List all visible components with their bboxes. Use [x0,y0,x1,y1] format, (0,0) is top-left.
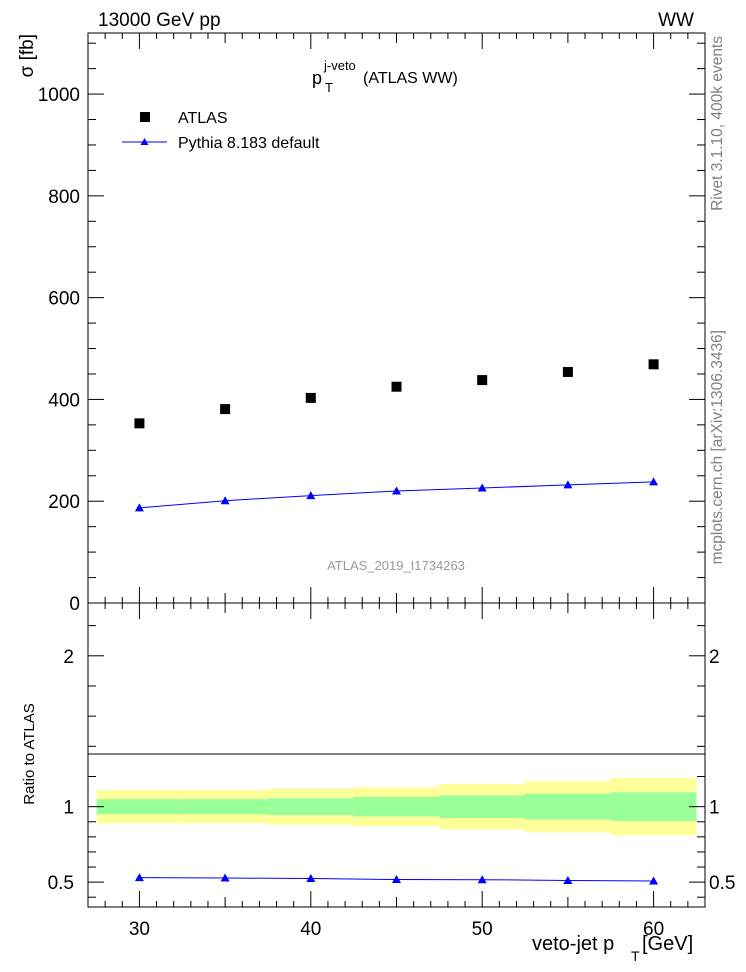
ratio-pythia-point [563,875,573,884]
rivet-version-label: Rivet 3.1.10, 400k events [709,36,726,211]
x-tick-label: 60 [643,919,664,940]
x-axis-label-sub: T [631,948,640,964]
pythia-line [139,481,654,509]
atlas-point [562,366,573,377]
atlas-point [134,418,145,429]
ratio-pythia-point [392,875,401,884]
plot-title-rest: (ATLAS WW) [363,70,458,87]
ratio-y-tick-label-right: 1 [709,798,720,819]
y-tick-label: 400 [48,390,80,411]
x-tick-label: 50 [472,919,493,940]
legend-pythia-marker [140,138,149,145]
green-band-bin [439,795,526,818]
ratio-panel: 0.5 0.5 1 1 2 2 30 40 50 60 Ratio to ATLAS veto-… [21,602,735,964]
x-axis-label-unit: [GeV] [642,933,693,955]
analysis-watermark: ATLAS_2019_I1734263 [327,558,465,573]
ratio-pythia-point [134,873,144,882]
atlas-point [220,404,231,415]
pythia-point [649,477,659,486]
ratio-series [134,873,659,885]
ratio-pythia-point [306,873,316,882]
y-tick-label: 800 [48,187,80,208]
green-band-bin [353,796,440,817]
x-tick-label: 30 [129,919,150,940]
pythia-point [563,480,573,489]
green-band-bin [267,798,354,815]
ratio-y-label: Ratio to ATLAS [21,703,38,804]
legend-pythia-label: Pythia 8.183 default [178,135,320,152]
header-left-label: 13000 GeV pp [98,10,221,31]
green-band-bin [610,792,697,822]
ratio-pythia-point [220,873,230,882]
x-axis-label-main: veto-jet p [532,933,614,955]
main-y-label: σ [fb] [17,34,38,77]
pythia-point [134,503,144,512]
ratio-y-tick-label: 0.5 [48,873,74,894]
legend-atlas-marker [140,112,150,122]
legend: ATLAS Pythia 8.183 default [122,110,320,152]
x-tick-label: 40 [300,919,321,940]
main-y-ticks: 0 200 400 600 800 1000 [38,42,705,615]
main-x-ticks [104,33,706,603]
green-band-bin [96,799,183,815]
ratio-y-tick-label: 2 [63,647,74,668]
pythia-point [220,496,230,505]
y-tick-label: 1000 [38,85,80,106]
pythia-point [477,483,487,492]
pythia-point [306,491,316,500]
ratio-y-tick-label: 1 [63,798,74,819]
green-band-bin [525,793,611,820]
plot-title: p [312,68,322,88]
y-tick-label: 200 [48,492,80,513]
ratio-y-ticks: 0.5 0.5 1 1 2 2 [48,625,735,898]
y-tick-label: 0 [69,594,80,615]
plot-title-sup: j-veto [323,58,356,73]
ratio-uncertainty-bands [96,778,697,836]
main-series [134,359,659,512]
ratio-y-tick-label-right: 0.5 [709,873,735,894]
atlas-point [305,392,316,403]
atlas-point [477,375,488,386]
header-right-label: WW [658,10,694,31]
y-tick-label: 600 [48,289,80,310]
green-band-bin [182,799,268,815]
atlas-point [391,381,402,392]
x-axis-label: veto-jet p T [GeV] [532,933,693,964]
ratio-x-ticks: 30 40 50 60 [104,603,706,940]
atlas-point [648,359,659,370]
plot-title-sub: T [325,80,333,95]
pythia-point [392,486,401,495]
ratio-y-tick-label-right: 2 [709,647,720,668]
ratio-pythia-point [477,875,487,884]
ratio-panel-frame [87,602,706,908]
legend-atlas-label: ATLAS [178,110,228,127]
ratio-pythia-point [649,876,659,885]
mcplots-label: mcplots.cern.ch [arXiv:1306.3436] [709,330,726,564]
